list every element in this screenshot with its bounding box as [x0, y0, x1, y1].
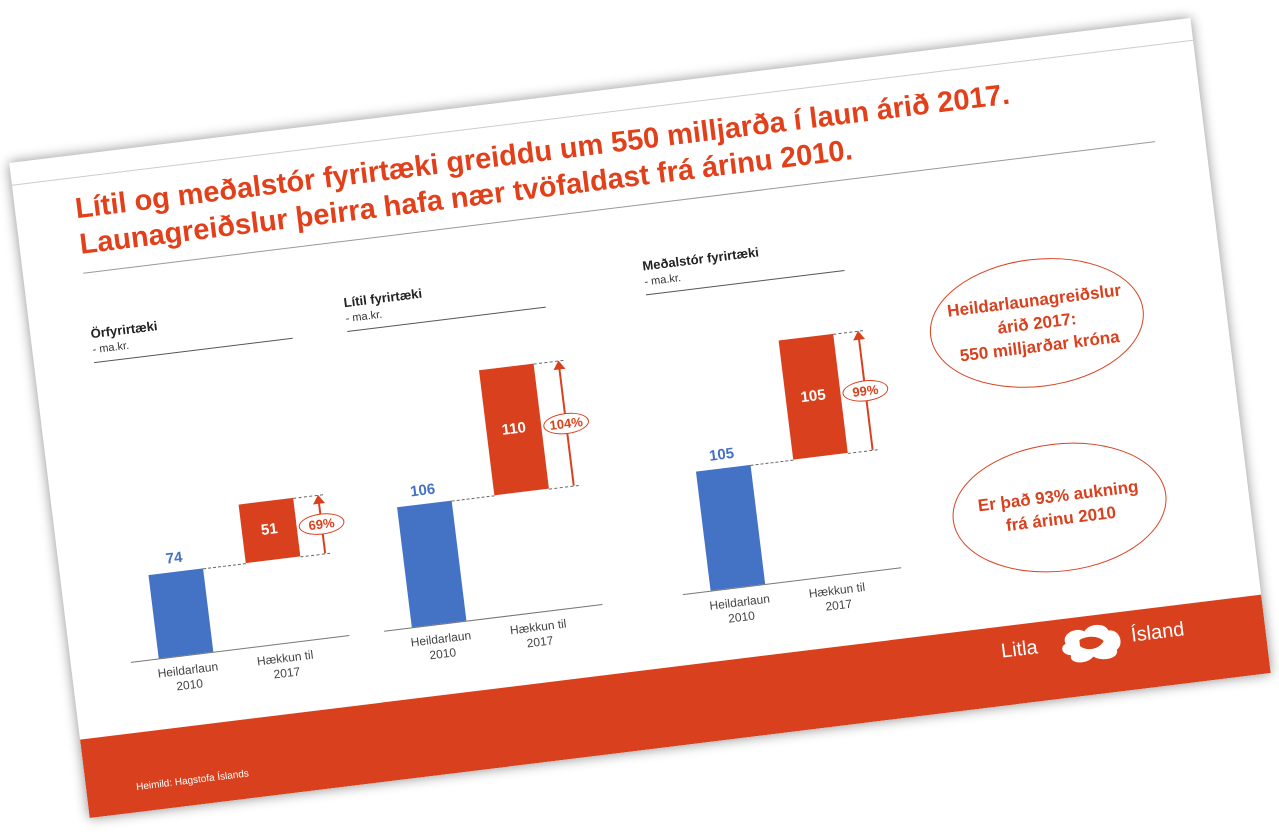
arrow-head: [312, 494, 326, 505]
x-tick-label: Heildarlaun 2010: [409, 628, 472, 663]
value-label: 105: [708, 444, 736, 465]
arrow-head: [552, 360, 566, 371]
bar: [397, 500, 467, 628]
connector: [300, 552, 331, 557]
logo-icon: [1062, 624, 1121, 663]
bar: [148, 567, 214, 659]
x-tick-label: Heildarlaun 2010: [156, 659, 219, 694]
x-tick-label: Hækkun til 2017: [807, 579, 866, 614]
title-rule: [83, 141, 1156, 274]
x-tick-label: Heildarlaun 2010: [708, 591, 771, 626]
logo-text: Litla: [999, 636, 1039, 663]
growth-label: 99%: [841, 377, 890, 405]
chart-title: Lítil fyrirtæki: [342, 285, 423, 311]
value-label: 74: [164, 548, 184, 568]
connector: [451, 495, 495, 502]
x-tick-label: Hækkun til 2017: [509, 616, 568, 651]
chart-subtitle: - ma.kr.: [91, 339, 130, 357]
chart-subtitle: - ma.kr.: [345, 308, 383, 326]
x-tick-label: Hækkun til 2017: [256, 647, 315, 682]
value-label: 106: [409, 480, 437, 501]
connector: [548, 484, 579, 490]
connector: [847, 449, 878, 455]
bar: [695, 465, 766, 591]
chart-title: Meðalstór fyrirtæki: [641, 244, 760, 274]
arrow-head: [852, 330, 866, 341]
chart-subtitle: - ma.kr.: [643, 272, 682, 289]
connector: [750, 459, 794, 466]
growth-label: 69%: [297, 511, 346, 538]
chart-title: Örfyrirtæki: [89, 318, 159, 342]
connector: [203, 562, 246, 569]
callout-oval: Heildarlaunagreiðslur árið 2017: 550 millj…: [922, 246, 1152, 400]
slide: Lítil og meðalstór fyrirtæki greiddu um …: [9, 17, 1271, 819]
growth-label: 104%: [542, 410, 591, 437]
callout-oval: Er það 93% aukning frá árinu 2010: [945, 430, 1175, 585]
